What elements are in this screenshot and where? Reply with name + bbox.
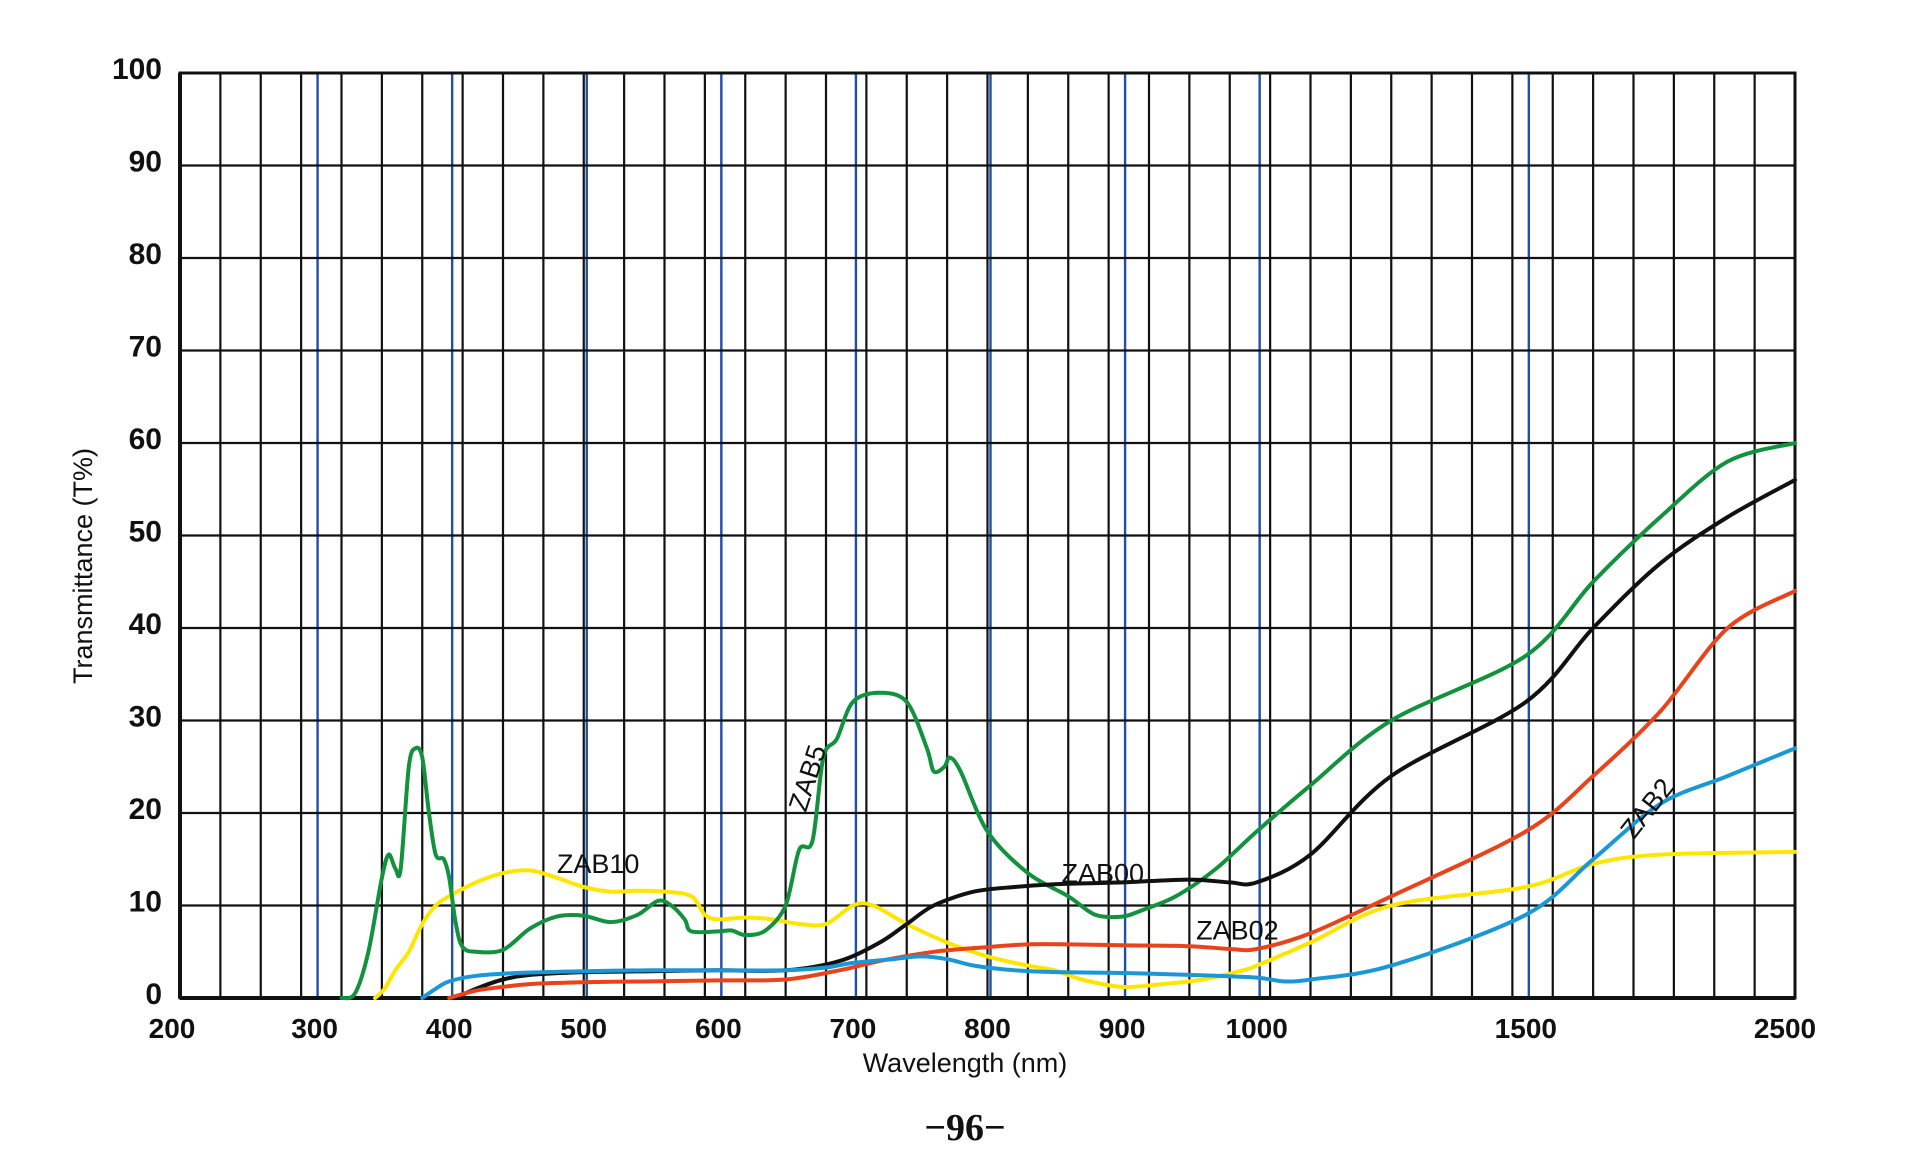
x-tick-label: 800 <box>964 1013 1011 1044</box>
y-tick-label: 30 <box>129 701 162 734</box>
x-tick-label: 300 <box>291 1013 338 1044</box>
y-tick-label: 70 <box>129 331 162 364</box>
x-tick-label: 600 <box>695 1013 742 1044</box>
series-line-zab10 <box>373 849 1797 1000</box>
y-tick-label: 90 <box>129 146 162 179</box>
series-lines <box>339 441 1797 1001</box>
y-tick-label: 10 <box>129 886 162 919</box>
y-tick-labels: 0 10 20 30 40 50 60 70 80 90 100 <box>112 53 162 1011</box>
series-annotation-zab00: ZAB00 <box>1062 858 1145 888</box>
series-line-zab2 <box>420 746 1797 1000</box>
series-annotation-zab2: ZAB2 <box>1615 773 1680 845</box>
x-tick-label: 500 <box>560 1013 607 1044</box>
y-tick-label: 50 <box>129 516 162 549</box>
y-tick-label: 20 <box>129 793 162 826</box>
x-axis-label: Wavelength (nm) <box>863 1048 1068 1078</box>
y-axis-label: Transmittance (T%) <box>68 448 98 684</box>
y-tick-label: 80 <box>129 238 162 271</box>
page-number: −96− <box>924 1107 1005 1149</box>
y-tick-label: 100 <box>112 53 162 86</box>
x-tick-label: 1500 <box>1495 1013 1557 1044</box>
y-tick-label: 40 <box>129 608 162 641</box>
series-line-zab02 <box>447 589 1797 1000</box>
x-tick-label: 2500 <box>1754 1013 1816 1044</box>
x-tick-labels: 200 300 400 500 600 700 800 900 1000 1500 2500 <box>149 1013 1817 1044</box>
x-tick-label: 700 <box>830 1013 877 1044</box>
series-annotation-zab02: ZAB02 <box>1196 916 1279 946</box>
y-tick-label: 0 <box>145 978 162 1011</box>
x-tick-label: 200 <box>149 1013 196 1044</box>
y-tick-label: 60 <box>129 423 162 456</box>
x-tick-label: 400 <box>426 1013 473 1044</box>
x-tick-label: 900 <box>1099 1013 1146 1044</box>
series-annotation-zab10: ZAB10 <box>557 849 640 879</box>
plot-grid <box>180 73 1795 998</box>
x-tick-label: 1000 <box>1226 1013 1288 1044</box>
series-line-zab5 <box>339 441 1797 1001</box>
